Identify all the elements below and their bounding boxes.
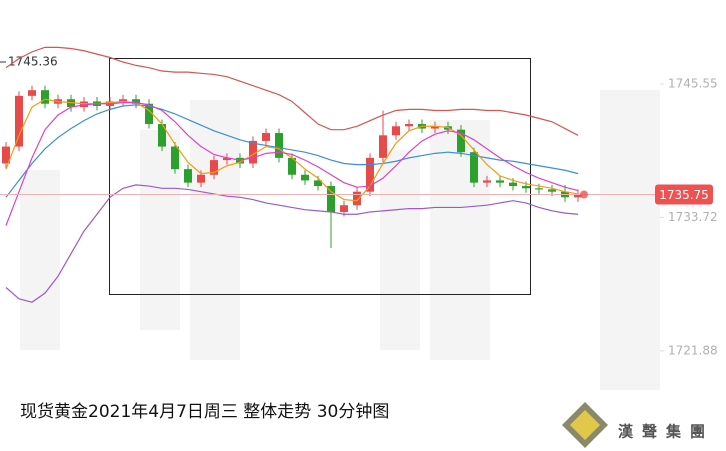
overlay-line (5, 102, 579, 226)
last-price-tag (655, 184, 713, 205)
candle-body (509, 182, 517, 187)
candle-body (548, 189, 556, 192)
watermark (20, 90, 660, 390)
y-tick-label: 1721.88 (668, 343, 718, 357)
candle-body (249, 140, 257, 164)
candle-body (522, 186, 530, 189)
last-price-dot (580, 190, 588, 199)
candle-body (41, 90, 49, 104)
candle-body (340, 205, 348, 212)
last-price-label: 1735.75 (659, 188, 709, 202)
candle-body (496, 180, 504, 183)
candle-body (366, 157, 374, 192)
highlight-box (109, 58, 531, 295)
candle-body (275, 133, 283, 158)
candle-body (15, 95, 23, 147)
y-tick-label: 1745.55 (668, 76, 718, 90)
candle-body (262, 133, 270, 141)
candle-body (379, 135, 387, 158)
logo: 漢聲集團 (562, 402, 714, 448)
candle-body (431, 126, 439, 129)
candle-body (535, 188, 543, 190)
overlay-line (5, 104, 579, 198)
candle-body (353, 191, 361, 206)
overlay-line (5, 184, 579, 303)
candle-body (457, 129, 465, 153)
candle-body (288, 157, 296, 175)
chart-title: 现货黄金2021年4月7日周三 整体走势 30分钟图 (20, 402, 389, 422)
candle-body (223, 157, 231, 161)
candle-body (314, 180, 322, 187)
candle-body (119, 99, 127, 102)
overlay-line (5, 46, 579, 136)
candle-body (132, 99, 140, 104)
candle-body (327, 186, 335, 212)
candle-body (405, 124, 413, 127)
y-tick-label: 1733.72 (668, 210, 718, 224)
candle-body (392, 126, 400, 136)
candle-body (470, 152, 478, 183)
candle-body (145, 103, 153, 125)
candle-body (210, 160, 218, 175)
candle-body (301, 174, 309, 181)
logo-text: 漢聲集團 (618, 423, 714, 441)
candle-body (483, 180, 491, 183)
candle-body (171, 146, 179, 170)
candle-body (184, 169, 192, 183)
candle-body (158, 124, 166, 147)
candle-body (574, 194, 582, 198)
candle-body (2, 146, 10, 164)
candle-body (197, 174, 205, 183)
candle-body (28, 90, 36, 96)
